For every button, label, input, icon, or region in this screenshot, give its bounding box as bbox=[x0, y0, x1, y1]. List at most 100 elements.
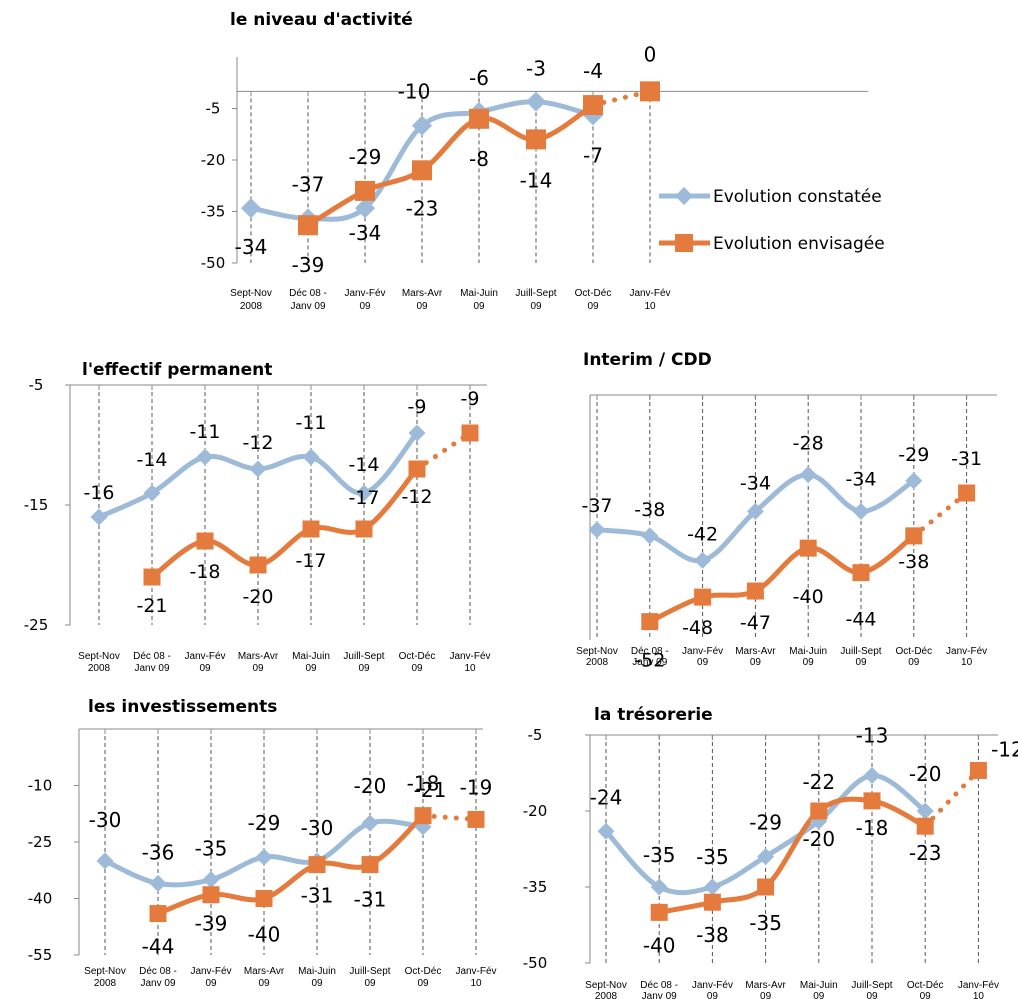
x-tick-line: Sept-Nov bbox=[585, 980, 627, 991]
x-tick-label: Janv-Fév 09 bbox=[682, 646, 723, 668]
x-tick-label: Sept-Nov 2008 bbox=[230, 288, 272, 312]
x-tick-line: 09 bbox=[530, 301, 542, 312]
data-label-constatee: -7 bbox=[583, 143, 603, 167]
marker-constatee bbox=[249, 460, 267, 478]
marker-envisagee bbox=[408, 460, 426, 478]
x-tick-label: Mars-Avr 09 bbox=[745, 980, 786, 999]
x-tick-label: Juill-Sept 09 bbox=[851, 980, 892, 999]
x-tick-label: Mai-Juin 09 bbox=[292, 651, 330, 674]
x-tick-label: Mars-Avr 09 bbox=[402, 288, 443, 312]
data-label-envisagee: -39 bbox=[195, 912, 228, 936]
marker-constatee bbox=[241, 198, 261, 219]
data-label-envisagee: -31 bbox=[301, 884, 334, 908]
x-tick-line: Sept-Nov bbox=[84, 966, 126, 977]
marker-constatee bbox=[863, 767, 881, 785]
y-tick-label: -15 bbox=[24, 496, 49, 514]
data-label-constatee: -22 bbox=[802, 770, 835, 794]
x-tick-line: Mai-Juin bbox=[292, 651, 330, 662]
data-label-envisagee: -4 bbox=[583, 59, 603, 83]
marker-envisagee bbox=[703, 893, 721, 911]
x-tick-label: Oct-Déc 09 bbox=[895, 646, 932, 668]
marker-constatee bbox=[255, 848, 273, 866]
legend-marker-envisagee bbox=[675, 234, 693, 252]
x-tick-line: Sept-Nov bbox=[576, 646, 618, 657]
data-label-constatee: -28 bbox=[793, 433, 824, 455]
series-projection bbox=[922, 767, 981, 829]
x-tick-line: Janv 09 bbox=[642, 991, 677, 999]
data-label-envisagee: -38 bbox=[696, 923, 729, 947]
y-tick-label: -35 bbox=[201, 203, 226, 221]
x-tick-line: 09 bbox=[697, 657, 709, 668]
marker-constatee bbox=[799, 466, 817, 484]
data-label-envisagee: -18 bbox=[407, 772, 440, 796]
x-tick-line: Sept-Nov bbox=[78, 651, 120, 662]
x-tick-label: Mars-Avr 09 bbox=[244, 966, 285, 989]
marker-constatee bbox=[746, 502, 764, 520]
data-label-envisagee: -18 bbox=[856, 816, 889, 840]
x-tick-line: Janv-Fév bbox=[946, 646, 987, 657]
x-tick-label: Mai-Juin 09 bbox=[298, 966, 336, 989]
marker-constatee bbox=[355, 198, 375, 219]
chart-title: Interim / CDD bbox=[583, 350, 712, 370]
data-label-envisagee: -9 bbox=[461, 388, 480, 410]
y-tick-label: -50 bbox=[201, 254, 226, 272]
marker-envisagee bbox=[355, 180, 375, 201]
data-label-constatee: -13 bbox=[856, 724, 889, 748]
marker-constatee bbox=[916, 802, 934, 820]
x-tick-line: 09 bbox=[920, 991, 932, 999]
legend: Evolution constatée Evolution envisagée bbox=[659, 187, 885, 254]
x-tick-line: 2008 bbox=[88, 663, 111, 674]
data-label-envisagee: -12 bbox=[401, 486, 432, 508]
x-tick-label: Janv-Fév 10 bbox=[629, 288, 670, 312]
data-label-constatee: -34 bbox=[845, 468, 876, 490]
x-tick-label: Juill-Sept 09 bbox=[349, 966, 390, 989]
x-tick-line: Oct-Déc bbox=[399, 651, 436, 662]
x-tick-line: Mai-Juin bbox=[460, 288, 498, 299]
x-tick-line: 09 bbox=[760, 991, 772, 999]
x-tick-line: Janv-Fév bbox=[682, 646, 723, 657]
x-tick-line: Mars-Avr bbox=[735, 646, 776, 657]
x-tick-label: Mars-Avr 09 bbox=[238, 651, 279, 674]
data-label-constatee: -14 bbox=[136, 449, 167, 471]
data-label-constatee: -29 bbox=[749, 811, 782, 835]
data-label-envisagee: -35 bbox=[749, 911, 782, 935]
x-tick-line: 09 bbox=[416, 301, 428, 312]
x-tick-line: Déc 08 - bbox=[133, 651, 171, 662]
x-tick-label: Mai-Juin 09 bbox=[789, 646, 827, 668]
data-label-constatee: -35 bbox=[195, 837, 228, 861]
x-tick-line: Janv-Fév bbox=[455, 966, 496, 977]
marker-envisagee bbox=[810, 802, 828, 820]
marker-envisagee bbox=[202, 886, 220, 904]
data-label-envisagee: -38 bbox=[898, 551, 929, 573]
chart-4: les investissements -10 -25 -40 -55 Sept-Nov 2… bbox=[28, 697, 497, 989]
x-tick-line: 09 bbox=[258, 978, 270, 989]
data-label-envisagee: -23 bbox=[909, 841, 942, 865]
x-tick-label: Sept-Nov 2008 bbox=[78, 651, 120, 674]
legend-label-envisagee: Evolution envisagée bbox=[713, 234, 885, 254]
x-tick-line: 10 bbox=[464, 663, 476, 674]
chart-title: le niveau d'activité bbox=[230, 10, 413, 30]
marker-envisagee bbox=[526, 129, 546, 150]
data-label-envisagee: -40 bbox=[793, 586, 824, 608]
data-label-constatee: -36 bbox=[142, 840, 175, 864]
x-tick-line: Juill-Sept bbox=[343, 651, 384, 662]
data-label-constatee: -35 bbox=[696, 845, 729, 869]
data-label-envisagee: -19 bbox=[460, 775, 493, 799]
marker-constatee bbox=[149, 874, 167, 892]
data-label-constatee: -14 bbox=[348, 454, 379, 476]
x-tick-line: 10 bbox=[644, 301, 656, 312]
data-label-envisagee: -52 bbox=[634, 650, 665, 672]
data-label-constatee: -12 bbox=[242, 432, 273, 454]
chart-title: la trésorerie bbox=[594, 705, 713, 725]
x-tick-line: 09 bbox=[411, 663, 423, 674]
x-tick-line: 10 bbox=[973, 991, 985, 999]
marker-constatee bbox=[143, 484, 161, 502]
x-tick-line: 09 bbox=[803, 657, 815, 668]
marker-envisagee bbox=[757, 878, 775, 896]
x-tick-line: Oct-Déc bbox=[907, 980, 944, 991]
x-tick-line: 09 bbox=[364, 978, 376, 989]
x-tick-line: 09 bbox=[305, 663, 317, 674]
data-label-constatee: -24 bbox=[590, 785, 623, 809]
data-label-constatee: -29 bbox=[248, 811, 281, 835]
marker-envisagee bbox=[969, 761, 987, 779]
